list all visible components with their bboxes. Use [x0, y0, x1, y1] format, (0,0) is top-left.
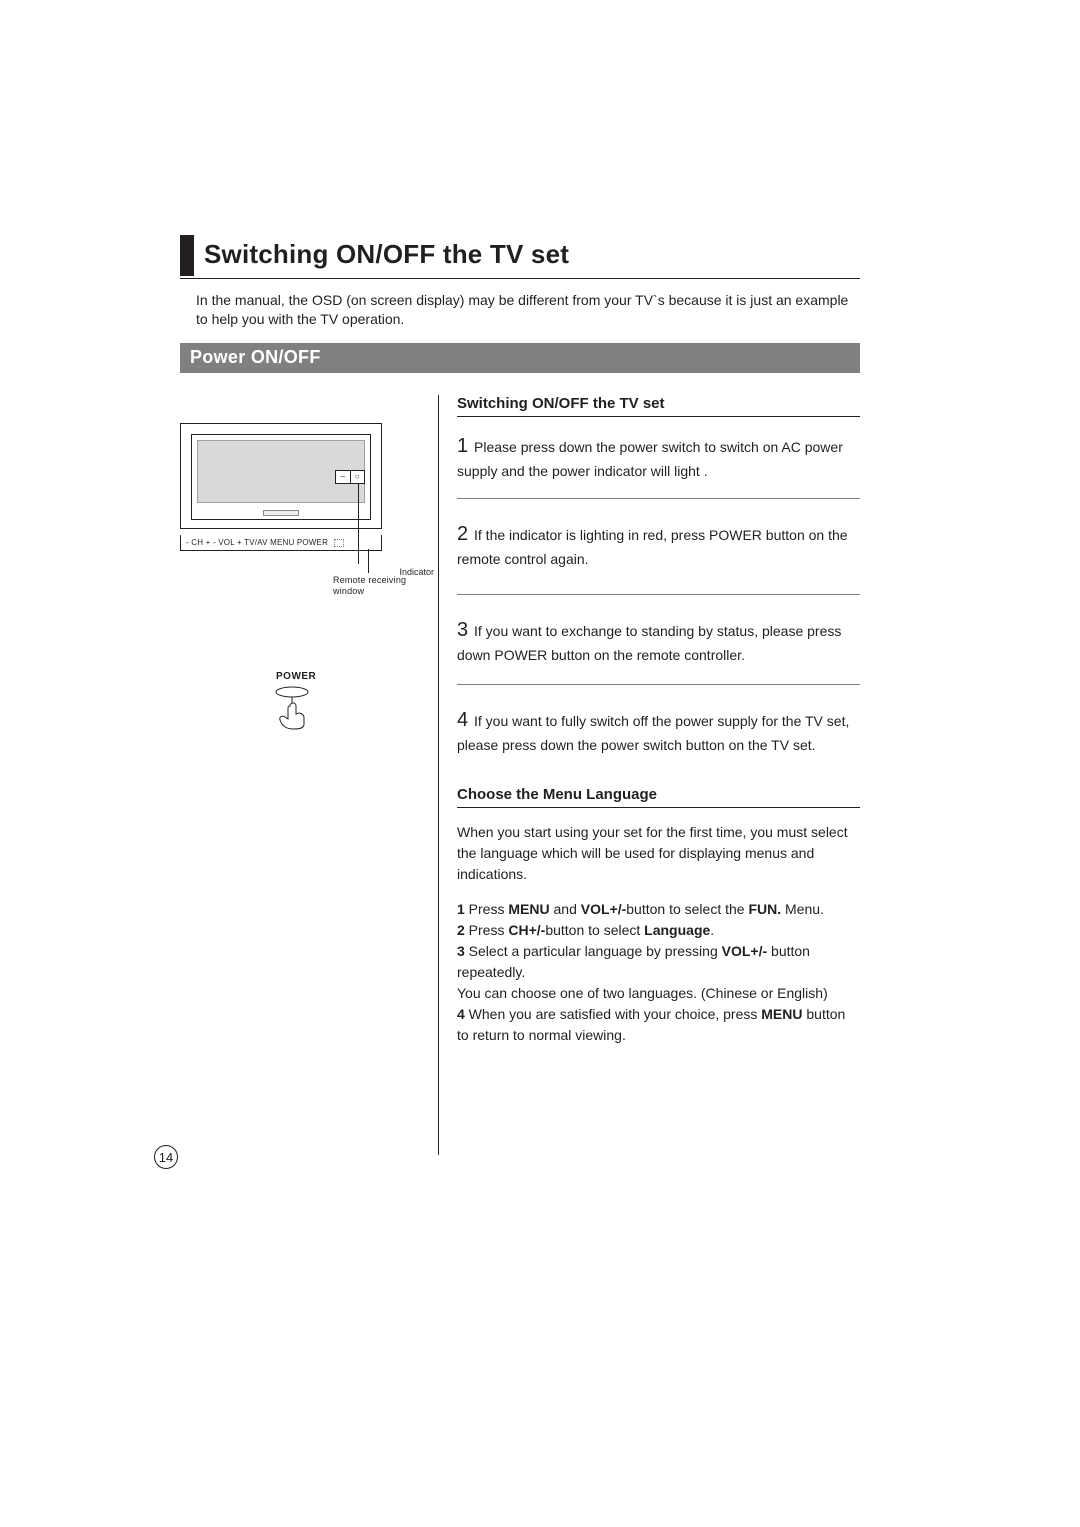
- diagram-column: – ○ Indicator - CH + - VOL + TV/AV MENU …: [180, 395, 420, 1155]
- step-1-text: Please press down the power switch to sw…: [457, 439, 843, 479]
- intro-text: In the manual, the OSD (on screen displa…: [196, 291, 860, 329]
- language-steps: 1 Press MENU and VOL+/-button to select …: [457, 899, 860, 1046]
- language-intro: When you start using your set for the fi…: [457, 822, 860, 885]
- power-press-diagram: POWER: [270, 671, 420, 735]
- remote-window-icon: [334, 539, 344, 547]
- step-divider: [457, 498, 860, 499]
- step-1: 1 Please press down the power switch to …: [457, 431, 860, 482]
- step-2: 2 If the indicator is lighting in red, p…: [457, 519, 860, 570]
- tv-stand: [263, 510, 299, 516]
- indicator-icon: – ○: [335, 470, 365, 484]
- step-3-number: 3: [457, 619, 468, 641]
- control-labels: - CH + - VOL + TV/AV MENU POWER: [186, 538, 328, 547]
- title-row: Switching ON/OFF the TV set: [180, 235, 860, 279]
- indicator-callout-line: [358, 484, 359, 564]
- subheading-language: Choose the Menu Language: [457, 786, 860, 808]
- tv-diagram: – ○ Indicator - CH + - VOL + TV/AV MENU …: [180, 423, 420, 551]
- step-3-text: If you want to exchange to standing by s…: [457, 623, 841, 663]
- remote-callout-line: [368, 549, 369, 573]
- subheading-switching: Switching ON/OFF the TV set: [457, 395, 860, 417]
- manual-page: Switching ON/OFF the TV set In the manua…: [180, 235, 860, 1155]
- step-2-number: 2: [457, 523, 468, 545]
- two-column-layout: – ○ Indicator - CH + - VOL + TV/AV MENU …: [180, 395, 860, 1155]
- section-heading: Power ON/OFF: [180, 343, 860, 373]
- page-number: 14: [154, 1145, 178, 1169]
- column-divider: [438, 395, 439, 1155]
- page-title: Switching ON/OFF the TV set: [204, 235, 569, 276]
- step-4-text: If you want to fully switch off the powe…: [457, 713, 849, 753]
- step-4-number: 4: [457, 709, 468, 731]
- indicator-circle: ○: [351, 471, 365, 483]
- step-3: 3 If you want to exchange to standing by…: [457, 615, 860, 666]
- step-4: 4 If you want to fully switch off the po…: [457, 705, 860, 756]
- step-1-number: 1: [457, 435, 468, 457]
- finger-press-icon: [270, 686, 320, 730]
- title-accent-bar: [180, 235, 194, 276]
- step-2-text: If the indicator is lighting in red, pre…: [457, 527, 848, 567]
- indicator-dash: –: [336, 471, 351, 483]
- page-number-value: 14: [159, 1150, 173, 1165]
- step-divider: [457, 684, 860, 685]
- control-panel-row: - CH + - VOL + TV/AV MENU POWER Remote r…: [180, 535, 382, 551]
- step-divider: [457, 594, 860, 595]
- instructions-column: Switching ON/OFF the TV set 1 Please pre…: [457, 395, 860, 1155]
- power-button-label: POWER: [276, 671, 420, 682]
- remote-label-l1: Remote receiving: [333, 575, 406, 585]
- tv-outline: – ○: [180, 423, 382, 529]
- remote-label-l2: window: [333, 586, 364, 596]
- remote-window-label: Remote receiving window: [333, 575, 423, 597]
